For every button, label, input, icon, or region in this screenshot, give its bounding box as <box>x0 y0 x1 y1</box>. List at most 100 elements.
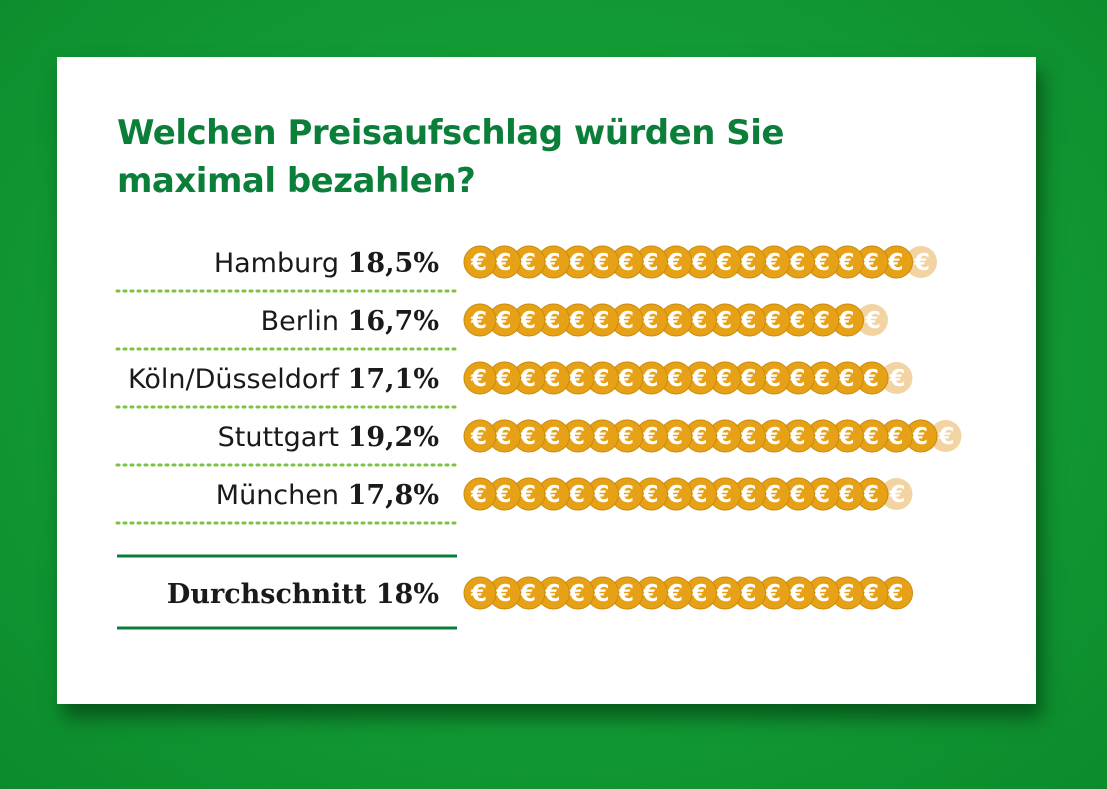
bar-berlin-coin-symbol: € <box>715 308 732 334</box>
bar-stuttgart-coin-symbol: € <box>739 424 756 450</box>
bar-stuttgart-coin-symbol: € <box>862 424 879 450</box>
bar-münchen-coin <box>463 477 497 511</box>
bar-hamburg-partial-coin <box>905 246 937 278</box>
bar-hamburg-label: Hamburg 18,5% <box>214 248 439 279</box>
bar-average-coin-symbol: € <box>543 581 560 607</box>
bar-hamburg-coin <box>463 245 497 279</box>
bar-stuttgart-coin-symbol: € <box>666 424 683 450</box>
bar-average-coin-symbol: € <box>617 581 634 607</box>
bar-hamburg-coin-symbol: € <box>862 250 879 276</box>
bar-average-coin-symbol: € <box>666 581 683 607</box>
bar-berlin-coin-symbol: € <box>690 308 707 334</box>
bar-stuttgart-coin-symbol: € <box>813 424 830 450</box>
bar-köln-düsseldorf-coin-symbol: € <box>641 366 658 392</box>
bar-münchen-coin-symbol: € <box>837 482 854 508</box>
value-label: 17,8% <box>348 480 439 511</box>
bar-köln-düsseldorf-coin-symbol: € <box>617 366 634 392</box>
bar-berlin-coin-symbol: € <box>568 308 585 334</box>
bar-hamburg-coin-symbol: € <box>666 250 683 276</box>
chart-title: Welchen Preisaufschlag würden Sie maxima… <box>117 109 877 205</box>
bar-stuttgart-coin-symbol: € <box>788 424 805 450</box>
value-label: 18,5% <box>348 248 439 279</box>
bar-münchen-partial-coin <box>880 478 913 510</box>
bar-berlin-coin-symbol: € <box>592 308 609 334</box>
bar-berlin-coin-symbol: € <box>764 308 781 334</box>
bar-köln-düsseldorf-coin-symbol: € <box>543 366 560 392</box>
bar-berlin-coin-symbol: € <box>837 308 854 334</box>
bar-average-coin-symbol: € <box>788 581 805 607</box>
bar-köln-düsseldorf-coin-symbol: € <box>837 366 854 392</box>
bar-average-coin-symbol: € <box>494 581 511 607</box>
bar-stuttgart-coin-symbol: € <box>617 424 634 450</box>
bar-stuttgart-coin-symbol: € <box>690 424 707 450</box>
bar-münchen-coin-symbol: € <box>764 482 781 508</box>
bar-average-coin-symbol: € <box>862 581 879 607</box>
bar-berlin-coin-symbol: € <box>470 308 487 334</box>
bar-münchen-coin-symbol: € <box>494 482 511 508</box>
bar-stuttgart-coin-symbol: € <box>715 424 732 450</box>
bar-average-coin-symbol: € <box>764 581 781 607</box>
bar-berlin-coin-symbol: € <box>739 308 756 334</box>
bar-berlin-coin-symbol: € <box>666 308 683 334</box>
bar-hamburg-coin-symbol: € <box>837 250 854 276</box>
bar-average-coin-symbol: € <box>641 581 658 607</box>
bar-münchen-coin-symbol: € <box>592 482 609 508</box>
bar-köln-düsseldorf-partial-coin <box>880 362 913 394</box>
bar-berlin-coin-symbol: € <box>519 308 536 334</box>
bar-köln-düsseldorf-coin-symbol: € <box>690 366 707 392</box>
bar-stuttgart-coin-symbol: € <box>886 424 903 450</box>
bar-average-coin-symbol: € <box>690 581 707 607</box>
bar-köln-düsseldorf-label: Köln/Düsseldorf 17,1% <box>128 364 439 395</box>
bar-stuttgart-coin-symbol: € <box>543 424 560 450</box>
bar-köln-düsseldorf-coin-symbol: € <box>715 366 732 392</box>
category-name: Berlin <box>261 306 348 337</box>
bar-average-coin-symbol: € <box>592 581 609 607</box>
bar-berlin-coin-symbol: € <box>813 308 830 334</box>
bar-münchen-coin-symbol: € <box>543 482 560 508</box>
bar-köln-düsseldorf-coin-symbol: € <box>788 366 805 392</box>
bar-köln-düsseldorf-coin <box>463 361 497 395</box>
bar-stuttgart-label: Stuttgart 19,2% <box>218 422 439 453</box>
bar-stuttgart-coin <box>463 419 497 453</box>
bar-average-coin-symbol: € <box>470 581 487 607</box>
value-label: 17,1% <box>348 364 439 395</box>
bar-hamburg-coin-symbol: € <box>788 250 805 276</box>
bar-stuttgart-coin-symbol: € <box>911 424 928 450</box>
bar-köln-düsseldorf-coin-symbol: € <box>666 366 683 392</box>
bar-münchen-coin-symbol: € <box>788 482 805 508</box>
bar-average-coin-symbol: € <box>715 581 732 607</box>
bar-köln-düsseldorf-coin-symbol: € <box>862 366 879 392</box>
category-name: Hamburg <box>214 248 348 279</box>
bar-hamburg-coin-symbol: € <box>813 250 830 276</box>
bar-hamburg-coin-symbol: € <box>494 250 511 276</box>
coin-bar-chart: Hamburg 18,5% € € € € € € € € € € € € € € € € € € € Berlin 1… <box>115 245 962 630</box>
bar-average-coin-symbol: € <box>568 581 585 607</box>
bar-hamburg-coin-symbol: € <box>617 250 634 276</box>
bar-münchen-label: München 17,8% <box>216 480 439 511</box>
bar-münchen-coin-symbol: € <box>666 482 683 508</box>
bar-hamburg-coin-symbol: € <box>568 250 585 276</box>
bar-stuttgart-coin-symbol: € <box>519 424 536 450</box>
bar-average-coin-symbol: € <box>739 581 756 607</box>
bar-hamburg-coin-symbol: € <box>592 250 609 276</box>
bar-berlin-coin-symbol: € <box>494 308 511 334</box>
bar-köln-düsseldorf-coin-symbol: € <box>813 366 830 392</box>
bar-münchen-coin-symbol: € <box>470 482 487 508</box>
bar-stuttgart-coin-symbol: € <box>470 424 487 450</box>
bar-köln-düsseldorf-coin-symbol: € <box>519 366 536 392</box>
category-name: Köln/Düsseldorf <box>128 364 348 395</box>
chart-title-line-2: maximal bezahlen? <box>117 161 476 201</box>
bar-berlin-coin-symbol: € <box>543 308 560 334</box>
bar-münchen-coin-symbol: € <box>568 482 585 508</box>
bar-stuttgart-coin-symbol: € <box>764 424 781 450</box>
bar-average-coin-symbol: € <box>837 581 854 607</box>
bar-stuttgart-coin-symbol: € <box>641 424 658 450</box>
bar-hamburg-coin-symbol: € <box>886 250 903 276</box>
average-label: Durchschnitt 18% <box>167 579 439 610</box>
bar-hamburg-coin-symbol: € <box>690 250 707 276</box>
bar-münchen-coin-symbol: € <box>641 482 658 508</box>
bar-berlin-coin-symbol: € <box>788 308 805 334</box>
bar-hamburg-coin-symbol: € <box>715 250 732 276</box>
bar-stuttgart-partial-coin-symbol: € <box>937 424 954 450</box>
bar-hamburg-coin-symbol: € <box>764 250 781 276</box>
